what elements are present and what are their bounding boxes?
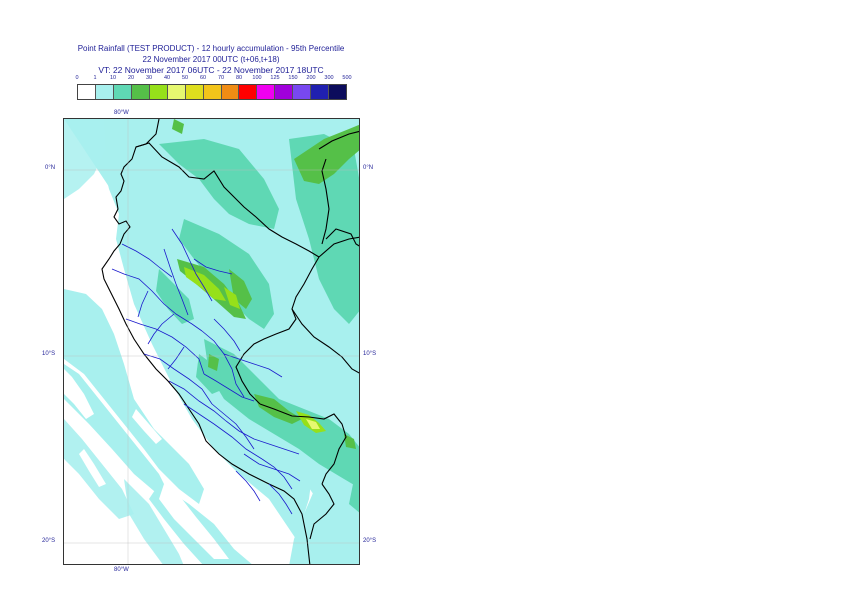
dry-areas bbox=[64, 219, 229, 564]
legend-label: 150 bbox=[288, 75, 298, 81]
legend-swatch bbox=[131, 85, 150, 99]
legend-label: 500 bbox=[342, 75, 352, 81]
admin-boundaries bbox=[111, 228, 301, 515]
legend-label: 20 bbox=[127, 75, 135, 81]
legend-swatch bbox=[95, 85, 114, 99]
legend-label: 30 bbox=[145, 75, 153, 81]
legend-swatch bbox=[78, 85, 96, 99]
lat-label-20-right: 20°S bbox=[363, 538, 377, 544]
legend-swatch bbox=[311, 85, 330, 99]
legend-label: 0 bbox=[75, 75, 79, 81]
legend-bar bbox=[77, 84, 347, 100]
legend-swatch bbox=[203, 85, 222, 99]
run-time: 22 November 2017 00UTC (t+06,t+18) bbox=[142, 55, 280, 64]
legend-label: 10 bbox=[109, 75, 117, 81]
lat-label-20-left: 20°S bbox=[42, 538, 56, 544]
precip-extreme-field bbox=[306, 419, 320, 429]
lat-label-0-left: 0°N bbox=[45, 165, 56, 171]
legend-swatch bbox=[221, 85, 240, 99]
chart-title: Point Rainfall (TEST PRODUCT) - 12 hourl… bbox=[77, 44, 345, 53]
lat-gridlines bbox=[64, 119, 359, 564]
color-legend: 0 1 10 20 30 40 50 60 70 80 100 125 150 200 300 500 bbox=[75, 75, 352, 103]
lon-label-top: 80°W bbox=[114, 110, 129, 116]
legend-swatch bbox=[275, 85, 294, 99]
legend-swatch bbox=[329, 85, 347, 99]
legend-label: 100 bbox=[252, 75, 262, 81]
legend-swatch bbox=[293, 85, 312, 99]
legend-label: 1 bbox=[93, 75, 97, 81]
lon-label-bottom: 80°W bbox=[114, 567, 129, 573]
legend-label: 200 bbox=[306, 75, 316, 81]
legend-label: 300 bbox=[324, 75, 334, 81]
lat-label-10-right: 10°S bbox=[363, 351, 377, 357]
title-block: Point Rainfall (TEST PRODUCT) - 12 hourl… bbox=[0, 43, 422, 76]
lat-label-0-right: 0°N bbox=[363, 165, 374, 171]
legend-label: 70 bbox=[217, 75, 225, 81]
legend-label: 50 bbox=[181, 75, 189, 81]
legend-labels: 0 1 10 20 30 40 50 60 70 80 100 125 150 200 300 500 bbox=[75, 75, 351, 84]
precipitation-map bbox=[64, 119, 359, 564]
lat-label-10-left: 10°S bbox=[42, 351, 56, 357]
legend-swatch bbox=[185, 85, 204, 99]
legend-swatch bbox=[149, 85, 168, 99]
country-borders bbox=[101, 119, 359, 564]
legend-label: 60 bbox=[199, 75, 207, 81]
legend-label: 125 bbox=[270, 75, 280, 81]
legend-swatch bbox=[239, 85, 258, 99]
legend-swatch bbox=[167, 85, 186, 99]
legend-label: 80 bbox=[235, 75, 243, 81]
legend-swatch bbox=[113, 85, 132, 99]
map-panel bbox=[63, 118, 360, 565]
validity-time: VT: 22 November 2017 06UTC - 22 November… bbox=[98, 65, 324, 75]
legend-swatch bbox=[257, 85, 276, 99]
legend-label: 40 bbox=[163, 75, 171, 81]
